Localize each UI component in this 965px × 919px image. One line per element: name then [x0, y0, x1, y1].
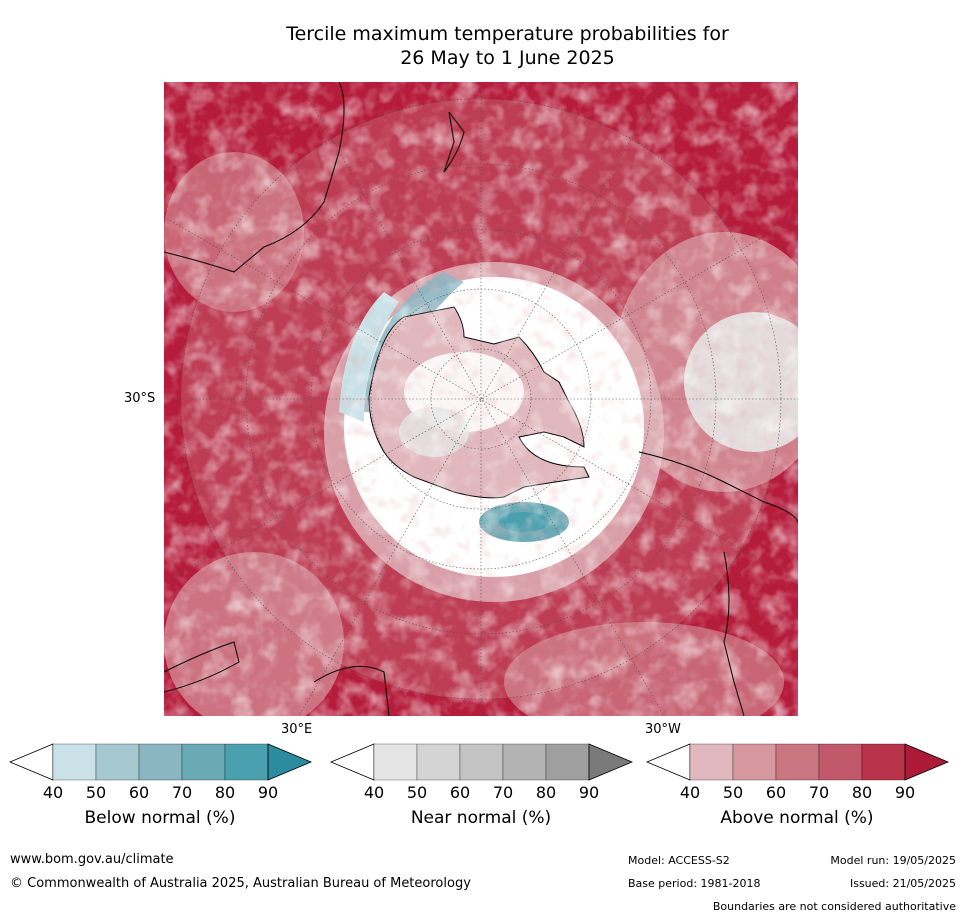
colorbar-above-normal	[645, 743, 950, 781]
tick-label: 40	[679, 783, 701, 802]
tick-label: 80	[214, 783, 236, 802]
africa-coast-east	[313, 665, 390, 716]
colorbar-near-swatches	[329, 743, 634, 781]
tick-label: 70	[492, 783, 514, 802]
probability-map	[164, 82, 798, 716]
latitude-label-30s: 30°S	[124, 391, 156, 406]
tick-label: 80	[851, 783, 873, 802]
colorbar-swatch	[181, 743, 226, 781]
tick-label: 70	[171, 783, 193, 802]
colorbar-min-extension	[329, 743, 375, 781]
colorbar-below-normal	[8, 743, 313, 781]
australia-coast	[164, 82, 345, 273]
colorbar-min-extension	[645, 743, 691, 781]
colorbar-above-label: Above normal (%)	[720, 808, 874, 828]
colorbar-swatch	[775, 743, 820, 781]
tick-label: 90	[578, 783, 600, 802]
colorbar-swatch	[416, 743, 461, 781]
title-line-2: 26 May to 1 June 2025	[400, 47, 615, 69]
longitude-label-30w: 30°W	[645, 722, 681, 737]
graticule	[164, 82, 798, 716]
base-period-text: Base period: 1981-2018	[628, 877, 761, 890]
model-run-text: Model run: 19/05/2025	[830, 854, 956, 867]
tick-label: 50	[722, 783, 744, 802]
tick-label: 50	[85, 783, 107, 802]
colorbar-max-extension	[904, 743, 950, 781]
colorbar-swatch	[689, 743, 734, 781]
title-line-1: Tercile maximum temperature probabilitie…	[286, 23, 729, 45]
colorbar-below-swatches	[8, 743, 313, 781]
map-canvas	[164, 82, 798, 716]
colorbar-swatch	[502, 743, 547, 781]
colorbar-swatch	[818, 743, 863, 781]
colorbar-swatch	[224, 743, 269, 781]
new-zealand-coast	[443, 111, 465, 173]
longitude-label-30e: 30°E	[281, 722, 313, 737]
colorbar-swatch	[545, 743, 590, 781]
tick-label: 70	[808, 783, 830, 802]
copyright-text: © Commonwealth of Australia 2025, Austra…	[10, 876, 471, 891]
tick-label: 90	[894, 783, 916, 802]
colorbar-swatch	[373, 743, 418, 781]
tick-label: 40	[42, 783, 64, 802]
colorbar-swatch	[52, 743, 97, 781]
issued-text: Issued: 21/05/2025	[849, 877, 956, 890]
africa-coast-west	[164, 641, 240, 693]
model-text: Model: ACCESS-S2	[628, 854, 730, 867]
colorbar-swatch	[861, 743, 906, 781]
tick-label: 50	[406, 783, 428, 802]
colorbar-swatch	[459, 743, 504, 781]
colorbar-swatch	[138, 743, 183, 781]
tick-label: 40	[363, 783, 385, 802]
tick-label: 60	[449, 783, 471, 802]
tick-label: 60	[128, 783, 150, 802]
colorbar-max-extension	[267, 743, 313, 781]
colorbar-near-label: Near normal (%)	[410, 808, 552, 828]
colorbar-below-label: Below normal (%)	[84, 808, 236, 828]
south-america-coast	[638, 451, 798, 523]
tick-label: 80	[535, 783, 557, 802]
colorbar-swatch	[732, 743, 777, 781]
map-title: Tercile maximum temperature probabilitie…	[160, 22, 855, 70]
tick-label: 90	[257, 783, 279, 802]
colorbar-swatch	[95, 743, 140, 781]
colorbar-near-normal	[329, 743, 634, 781]
colorbar-max-extension	[588, 743, 634, 781]
colorbar-above-swatches	[645, 743, 950, 781]
bom-url-link[interactable]: www.bom.gov.au/climate	[10, 852, 174, 867]
colorbar-min-extension	[8, 743, 54, 781]
south-america-east-coast	[723, 551, 745, 716]
disclaimer-text: Boundaries are not considered authoritat…	[712, 900, 956, 913]
tick-label: 60	[765, 783, 787, 802]
coastlines	[164, 82, 798, 716]
